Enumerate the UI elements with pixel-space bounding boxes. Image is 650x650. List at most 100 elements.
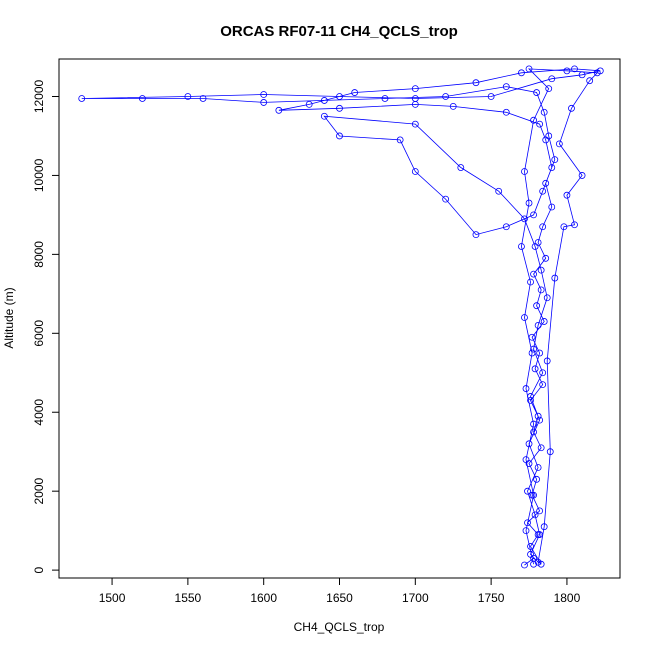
chart-title: ORCAS RF07-11 CH4_QCLS_trop <box>220 23 458 40</box>
data-point <box>530 116 537 124</box>
data-point <box>524 519 531 527</box>
x-tick-label: 1500 <box>99 591 126 605</box>
data-point <box>536 416 544 424</box>
data-point <box>548 203 556 211</box>
data-point <box>527 543 534 550</box>
data-point <box>336 132 343 140</box>
data-point <box>560 223 568 231</box>
data-point <box>540 108 548 116</box>
data-point <box>525 440 533 448</box>
data-point <box>521 215 528 223</box>
data-point <box>534 412 542 420</box>
data-point <box>530 345 537 353</box>
data-point <box>530 491 537 499</box>
data-point <box>449 102 457 110</box>
data-point <box>522 385 530 392</box>
data-point <box>546 448 554 456</box>
data-point <box>78 95 86 102</box>
data-point <box>543 357 551 365</box>
data-point <box>522 456 530 463</box>
data-point <box>533 89 541 96</box>
data-point <box>537 444 545 452</box>
data-point <box>530 420 537 428</box>
data-point <box>381 95 389 102</box>
data-point <box>551 156 559 164</box>
data-point <box>521 561 528 569</box>
data-point <box>540 523 548 531</box>
data-point <box>411 168 419 175</box>
data-point <box>533 475 541 483</box>
data-point <box>537 266 545 274</box>
series-line <box>81 68 601 566</box>
data-point <box>521 314 528 321</box>
x-tick-label: 1700 <box>402 591 429 605</box>
data-point <box>528 333 536 341</box>
data-point <box>545 85 553 93</box>
x-tick-label: 1800 <box>554 591 581 605</box>
data-point <box>525 65 533 73</box>
series-layer <box>78 65 604 569</box>
data-point <box>442 93 450 100</box>
data-point <box>571 221 578 229</box>
data-point <box>578 172 586 179</box>
data-point <box>530 560 537 568</box>
data-point <box>533 302 541 310</box>
y-axis-label: Altitude (m) <box>2 287 16 348</box>
data-point <box>502 108 510 116</box>
data-point <box>530 428 537 436</box>
data-point <box>336 93 343 100</box>
data-point <box>396 136 404 144</box>
data-point <box>539 369 547 377</box>
y-tick-label: 10000 <box>32 158 46 192</box>
data-point <box>411 85 419 93</box>
data-point <box>534 464 542 471</box>
data-point <box>199 95 207 102</box>
data-point <box>539 381 547 389</box>
data-point <box>543 294 551 302</box>
data-point <box>555 140 563 148</box>
data-point <box>442 195 450 203</box>
data-point <box>530 211 537 219</box>
data-point <box>536 531 544 538</box>
data-point <box>527 396 534 404</box>
y-tick-label: 6000 <box>32 320 46 347</box>
x-tick-label: 1650 <box>326 591 353 605</box>
data-point <box>524 487 531 495</box>
data-point <box>320 112 328 120</box>
data-point <box>571 65 578 73</box>
x-tick-label: 1600 <box>250 591 277 605</box>
data-point <box>563 67 571 75</box>
data-point <box>534 558 542 566</box>
x-axis: 1500 1550 1600 1650 1700 1750 1800 <box>99 577 581 605</box>
data-point <box>305 100 313 108</box>
data-point <box>531 511 539 519</box>
data-point <box>536 120 544 128</box>
y-tick-label: 2000 <box>32 478 46 505</box>
y-tick-label: 0 <box>32 566 46 573</box>
data-point <box>531 365 539 373</box>
data-point <box>593 69 601 77</box>
data-point <box>540 318 548 325</box>
data-point <box>260 99 268 106</box>
data-point <box>568 104 575 112</box>
data-point <box>551 274 559 282</box>
plot-frame <box>58 58 621 579</box>
data-point <box>528 349 536 357</box>
data-point <box>260 91 268 98</box>
data-point <box>527 278 534 286</box>
data-point <box>518 243 525 250</box>
data-point <box>472 231 480 239</box>
data-point <box>534 322 542 329</box>
x-tick-label: 1750 <box>478 591 505 605</box>
data-point <box>184 93 192 100</box>
y-tick-label: 12000 <box>32 79 46 113</box>
data-point <box>586 77 594 85</box>
data-point <box>530 270 537 278</box>
data-point <box>563 191 571 199</box>
data-point <box>487 93 495 100</box>
data-point <box>536 507 544 515</box>
data-point <box>527 393 534 400</box>
data-point <box>522 527 530 535</box>
y-axis: 0 2000 4000 6000 8000 10000 12000 <box>32 79 60 573</box>
